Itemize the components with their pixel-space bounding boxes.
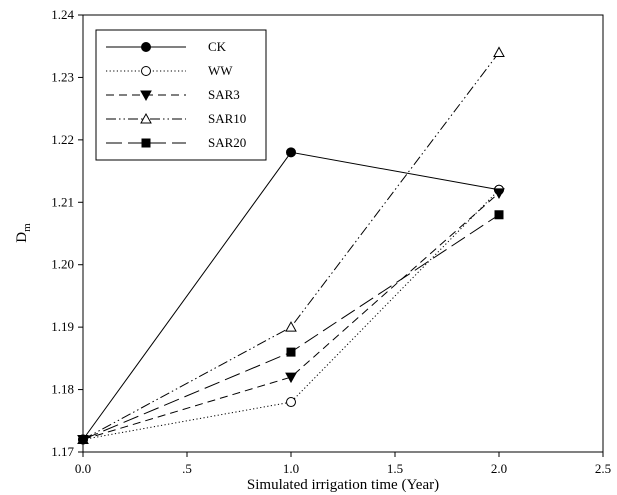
x-tick-label: .5 — [182, 461, 192, 476]
data-point-ck — [286, 147, 296, 158]
x-tick-label: 2.0 — [491, 461, 507, 476]
y-axis-label: Dm — [14, 223, 33, 243]
y-tick-label: 1.21 — [51, 194, 74, 209]
legend-label-sar20: SAR20 — [208, 135, 246, 150]
legend: CK WW SAR3 SAR10 SAR20 — [95, 29, 267, 161]
data-point-sar20 — [494, 210, 504, 220]
legend-marker-sar10 — [140, 112, 152, 124]
x-tick-label: 0.0 — [75, 461, 91, 476]
x-axis: 0.0 .5 1.0 1.5 2.0 2.5 — [75, 452, 611, 476]
y-axis: 1.17 1.18 1.19 1.20 1.21 1.22 1.23 1.24 — [51, 7, 83, 459]
series-line-sar10 — [82, 52, 500, 440]
data-point-sar3 — [493, 188, 505, 199]
series-markers — [77, 46, 505, 446]
y-tick-label: 1.18 — [51, 382, 74, 397]
y-axis-label-main: D — [14, 232, 30, 243]
data-point-sar20 — [286, 347, 296, 357]
y-tick-label: 1.17 — [51, 444, 74, 459]
legend-label-sar10: SAR10 — [208, 111, 246, 126]
legend-marker-ww — [141, 66, 151, 76]
data-point-sar20 — [78, 435, 88, 445]
y-tick-label: 1.24 — [51, 7, 74, 22]
y-tick-label: 1.19 — [51, 319, 74, 334]
legend-marker-sar3 — [140, 90, 152, 102]
legend-label-sar3: SAR3 — [208, 87, 240, 102]
legend-marker-ck — [141, 42, 151, 52]
data-point-ww — [286, 397, 296, 408]
x-tick-label: 1.0 — [283, 461, 299, 476]
data-point-sar3 — [285, 372, 297, 384]
series-line-sar3 — [82, 192, 500, 440]
legend-label-ck: CK — [208, 39, 227, 54]
legend-marker-sar20 — [141, 138, 151, 148]
y-tick-label: 1.20 — [51, 257, 74, 272]
plot-frame — [82, 14, 604, 453]
series-line-ck — [82, 151, 500, 440]
y-tick-label: 1.22 — [51, 132, 74, 147]
y-axis-label-subscript: m — [21, 223, 33, 232]
y-tick-label: 1.23 — [51, 69, 74, 84]
x-tick-label: 1.5 — [387, 461, 403, 476]
x-tick-label: 2.5 — [595, 461, 611, 476]
data-point-sar10 — [493, 46, 505, 57]
legend-label-ww: WW — [208, 63, 233, 78]
x-axis-label: Simulated irrigation time (Year) — [247, 477, 439, 493]
data-point-sar10 — [285, 321, 297, 332]
